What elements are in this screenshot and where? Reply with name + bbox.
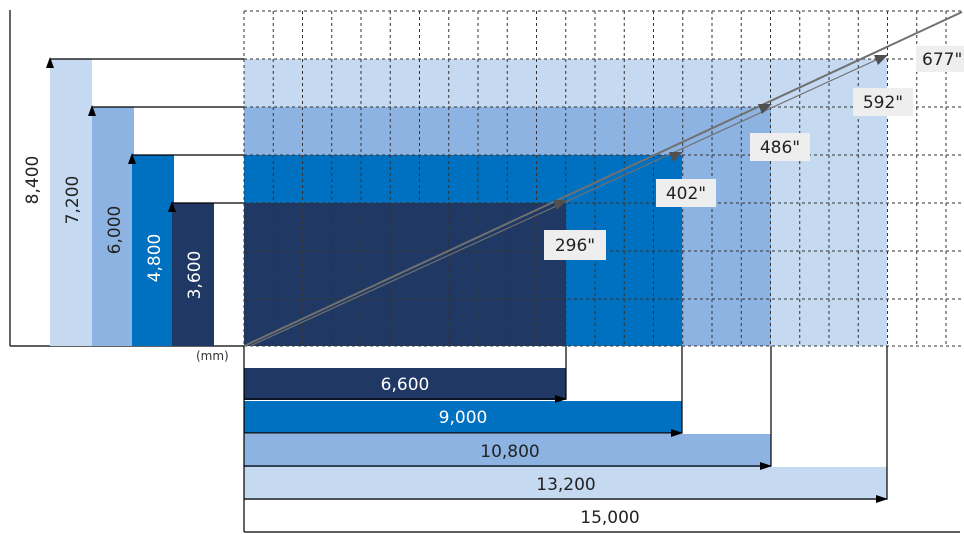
- width-bar-6600: [244, 368, 566, 400]
- diagonal-badge-677: 677": [916, 46, 964, 72]
- width-arrow-9000: [671, 429, 683, 437]
- height-label-6000: 6,000: [105, 206, 125, 255]
- width-label-6600: 6,600: [381, 375, 430, 395]
- width-bar-10800: [244, 434, 771, 467]
- diagonal-badge-402: 402": [656, 179, 716, 207]
- width-bar-9000: [244, 401, 682, 433]
- diagonal-badge-296: 296": [544, 230, 606, 260]
- height-label-4800: 4,800: [145, 234, 165, 283]
- diagonal-label-296: 296": [555, 236, 595, 256]
- height-bar-4800: [172, 203, 214, 346]
- diagonal-arrow-402: [553, 200, 567, 210]
- width-bar-13200: [244, 467, 887, 500]
- screen-area-9000x4800: [244, 203, 566, 346]
- height-arrow-6000: [128, 153, 136, 164]
- height-label-8400: 8,400: [23, 156, 43, 205]
- width-label-13200: 13,200: [536, 475, 595, 495]
- diagonal-badge-592: 592": [853, 88, 913, 116]
- diagonal-line-offset: [249, 54, 888, 347]
- width-label-9000: 9,000: [439, 408, 488, 428]
- diagonal-label-592: 592": [863, 93, 903, 113]
- height-label-3600: 3,600: [185, 251, 205, 300]
- height-bar-8400: [50, 59, 92, 346]
- height-bars: [50, 59, 214, 346]
- diagonal-line-main: [243, 11, 963, 347]
- height-bar-7200: [92, 107, 134, 346]
- diagonal-label-486: 486": [760, 138, 800, 158]
- width-label-10800: 10,800: [480, 442, 539, 462]
- height-arrow-4800: [168, 201, 176, 212]
- height-leaders: [46, 57, 244, 212]
- unit-label: (mm): [196, 349, 229, 363]
- width-bars: [244, 368, 887, 500]
- width-arrow-6600: [555, 395, 567, 403]
- diagonal-lines: [243, 11, 963, 347]
- diagonal-arrow-677: [874, 55, 888, 65]
- width-label-15000: 15,000: [580, 508, 639, 528]
- width-arrow-10800: [760, 462, 772, 470]
- width-arrow-13200: [876, 495, 888, 503]
- diagonal-arrow-486: [669, 152, 683, 162]
- width-leaders: [244, 346, 888, 503]
- diagonal-badge-486: 486": [750, 133, 810, 161]
- diagonal-label-402: 402": [666, 184, 706, 204]
- diagonal-label-677: 677": [922, 50, 962, 70]
- height-bar-6000: [132, 155, 174, 346]
- height-arrow-7200: [88, 105, 96, 116]
- height-label-7200: 7,200: [63, 176, 83, 225]
- height-arrow-8400: [46, 57, 54, 68]
- diagonal-arrow-592: [758, 104, 772, 114]
